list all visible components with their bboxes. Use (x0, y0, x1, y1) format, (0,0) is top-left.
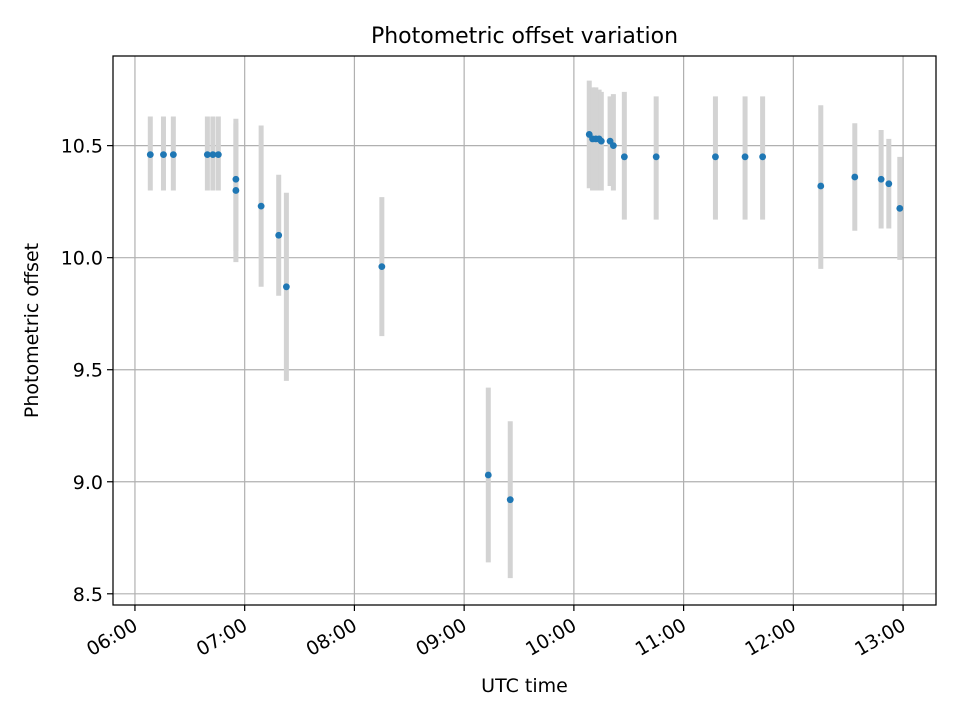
data-point (378, 263, 386, 271)
data-point (597, 137, 605, 145)
grid (113, 56, 936, 605)
data-points (146, 131, 904, 504)
y-tick-label: 10.0 (61, 248, 103, 270)
data-point (209, 151, 217, 158)
data-point (169, 151, 177, 158)
data-point (214, 151, 222, 158)
y-axis-label: Photometric offset (21, 243, 43, 418)
data-point (759, 153, 767, 161)
data-point (275, 231, 283, 239)
data-point (282, 283, 290, 291)
y-axis-ticks: 8.5 9.0 9.5 10.0 10.5 (61, 136, 113, 606)
data-point (257, 202, 265, 210)
data-point (232, 187, 240, 194)
data-point (620, 153, 628, 161)
data-point (652, 153, 660, 161)
plot-frame (112, 55, 937, 606)
data-point (851, 173, 859, 181)
data-point (712, 153, 719, 161)
chart-title: Photometric offset variation (371, 24, 678, 49)
data-point (203, 151, 211, 158)
data-point (232, 175, 240, 183)
y-tick-label: 9.5 (73, 360, 103, 382)
data-point (506, 496, 514, 504)
data-point (160, 151, 167, 158)
data-point (609, 142, 617, 150)
y-tick-label: 9.0 (73, 472, 103, 494)
data-point (896, 204, 904, 212)
data-point (817, 182, 825, 190)
data-point (484, 471, 492, 479)
data-point (877, 175, 885, 183)
data-point (741, 153, 749, 161)
data-point (885, 180, 893, 188)
data-point (146, 151, 154, 158)
x-axis-label: UTC time (481, 675, 568, 697)
y-tick-label: 8.5 (73, 584, 103, 606)
y-tick-label: 10.5 (61, 136, 103, 158)
